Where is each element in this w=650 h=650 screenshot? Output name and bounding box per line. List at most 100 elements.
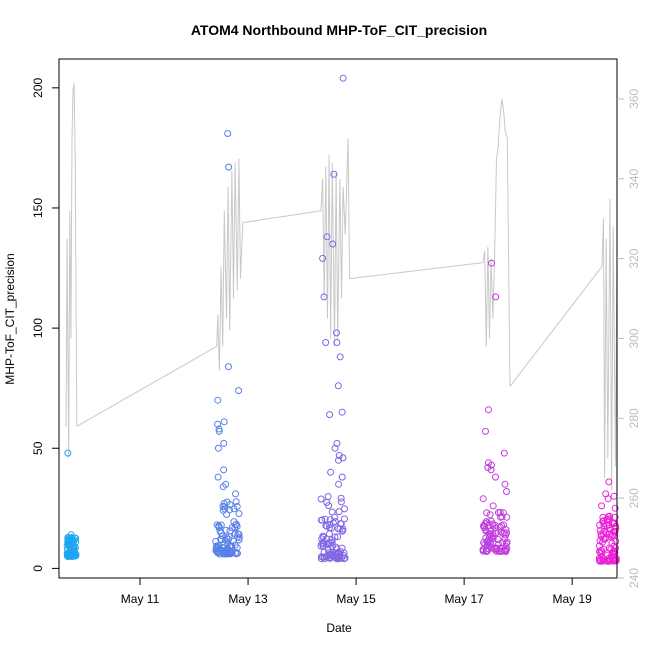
secondary-line-segment [482,98,511,387]
data-point [213,547,221,554]
secondary-line-segment [601,198,618,491]
y-axis-right: 240 260 280 300 320 340 360 [617,89,641,588]
data-point [235,387,243,395]
x-tick-label: May 17 [444,592,484,606]
data-point [596,537,604,545]
data-point [330,170,338,178]
data-point [223,550,231,558]
data-point [485,406,492,414]
data-point [339,74,347,82]
secondary-line-segment [349,262,484,280]
data-point [486,511,494,519]
data-point [327,539,335,547]
x-tick-label: May 19 [552,592,592,606]
y-tick-label: 200 [31,77,45,97]
data-point [338,408,346,416]
data-point [335,508,343,516]
data-point [214,420,222,428]
data-point [335,452,343,459]
data-point [232,498,240,506]
secondary-line-segment [320,138,351,347]
data-point [321,515,329,523]
data-point [599,557,607,565]
data-point [497,513,505,521]
data-point [602,533,610,541]
plot-frame [58,58,618,579]
data-point [332,553,340,561]
data-point [611,504,619,512]
y-tick-label: 50 [31,441,45,455]
data-point [325,554,333,562]
data-point [496,523,504,531]
x-tick-label: May 13 [228,592,268,606]
data-point [488,461,495,469]
data-point [492,529,500,537]
data-point [220,439,228,447]
data-point [335,480,343,488]
data-point [341,515,348,523]
y-axis-left: 0 50 100 150 200 [31,77,59,572]
data-point [500,449,508,457]
data-point [599,517,607,525]
data-point [336,353,344,361]
y2-tick-label: 260 [627,488,641,508]
y-tick-label: 150 [31,198,45,218]
data-point [611,532,619,540]
data-point [234,530,242,538]
secondary-line-segment [65,82,78,459]
chart-title: ATOM4 Northbound MHP-ToF_CIT_precision [191,22,487,38]
data-point [219,483,227,491]
data-point [598,553,606,561]
data-point [337,494,345,502]
data-point [609,556,617,564]
data-point [230,505,238,513]
data-point [335,456,342,464]
data-point [495,547,503,555]
data-point [235,510,243,518]
data-point [501,480,509,488]
data-point [231,530,239,538]
data-point [235,530,243,538]
data-point [214,473,222,481]
data-point [225,163,233,171]
data-point [608,532,616,540]
data-point [323,233,331,241]
data-point [215,425,223,433]
data-point [219,502,227,510]
data-point [331,444,339,452]
data-point [68,543,76,551]
data-point [482,427,489,435]
y2-tick-label: 320 [627,248,641,268]
data-point [338,527,346,535]
data-point [226,549,234,557]
data-point [595,542,603,550]
data-point [597,530,605,538]
data-point [325,524,333,532]
data-point [325,502,333,510]
data-point [334,382,342,390]
data-point [326,411,334,419]
data-point [214,396,222,404]
data-point [225,363,232,371]
data-point [598,502,606,510]
data-point [220,418,228,426]
data-point [215,427,223,435]
secondary-line-layer [65,82,618,491]
data-point [600,545,607,553]
data-point [333,339,341,346]
data-point [222,526,230,534]
secondary-line-segment [509,266,603,387]
data-point [71,549,79,557]
data-point [483,538,491,546]
data-point [494,536,502,543]
data-point [480,524,488,532]
y-tick-label: 100 [31,318,45,338]
data-point [487,466,495,474]
data-point [215,544,223,552]
y-tick-label: 0 [31,565,45,572]
data-point [488,259,495,267]
data-point [212,537,220,545]
data-point [319,532,327,540]
data-point [69,548,77,556]
